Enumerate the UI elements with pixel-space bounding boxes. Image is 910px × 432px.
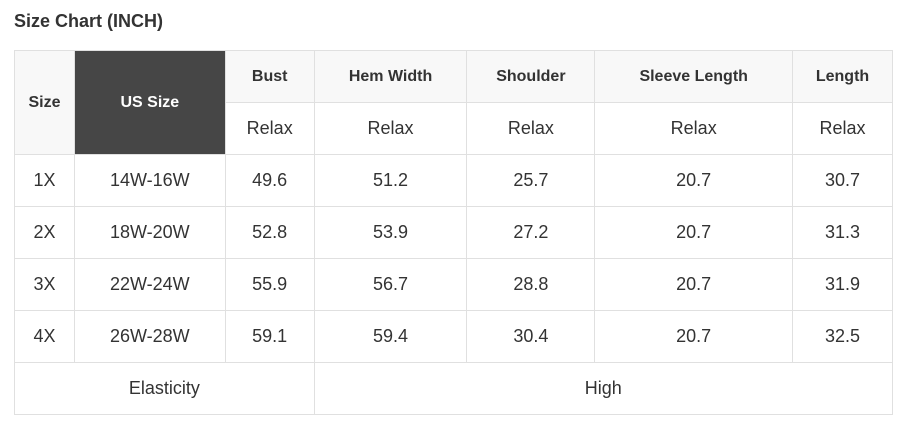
table-cell: 51.2	[313, 154, 468, 207]
table-cell: 3X	[14, 258, 75, 311]
table-cell: 32.5	[792, 310, 893, 363]
table-cell: 25.7	[466, 154, 596, 207]
elasticity-row: Elasticity High	[14, 362, 894, 415]
table-row: 3X 22W-24W 55.9 56.7 28.8 20.7 31.9	[14, 258, 893, 311]
page-title: Size Chart (INCH)	[14, 11, 164, 31]
table-cell: 31.3	[792, 206, 893, 259]
subheader-row: Relax Relax Relax Relax Relax	[15, 102, 893, 155]
header-row: Size US Size Bust Hem Width Shoulder Sle…	[14, 50, 893, 155]
table-cell: 52.8	[224, 206, 315, 259]
table-cell: 20.7	[594, 206, 794, 259]
header-length: Length	[792, 50, 893, 103]
table-cell: 28.8	[466, 258, 596, 311]
subheader-cell: Relax	[224, 102, 315, 155]
table-cell: 20.7	[594, 258, 794, 311]
header-size: Size	[14, 50, 75, 155]
header-bust: Bust	[224, 50, 315, 103]
table-cell: 27.2	[466, 206, 596, 259]
table-cell: 59.4	[313, 310, 468, 363]
elasticity-value: High	[313, 362, 894, 415]
table-cell: 2X	[14, 206, 75, 259]
table-cell: 56.7	[313, 258, 468, 311]
table-cell: 20.7	[594, 310, 794, 363]
table-cell: 30.4	[466, 310, 596, 363]
subheader-cell: Relax	[313, 102, 468, 155]
table-cell: 55.9	[224, 258, 315, 311]
table-cell: 31.9	[792, 258, 893, 311]
table-cell: 53.9	[313, 206, 468, 259]
subheader-cell: Relax	[466, 102, 596, 155]
elasticity-label: Elasticity	[14, 362, 315, 415]
header-hem-width: Hem Width	[313, 50, 468, 103]
table-cell: 30.7	[792, 154, 893, 207]
table-row: 1X 14W-16W 49.6 51.2 25.7 20.7 30.7	[14, 154, 893, 207]
subheader-cell: Relax	[594, 102, 794, 155]
table-cell: 4X	[14, 310, 75, 363]
subheader-cell: Relax	[792, 102, 893, 155]
table-cell: 49.6	[224, 154, 315, 207]
table-cell: 18W-20W	[73, 206, 226, 259]
header-us-size: US Size	[73, 50, 226, 155]
table-cell: 20.7	[594, 154, 794, 207]
table-row: 4X 26W-28W 59.1 59.4 30.4 20.7 32.5	[14, 310, 893, 363]
header-sleeve-length: Sleeve Length	[594, 50, 794, 103]
size-chart-table: Size US Size Bust Hem Width Shoulder Sle…	[14, 50, 894, 415]
table-cell: 59.1	[224, 310, 315, 363]
table-cell: 14W-16W	[73, 154, 226, 207]
table-cell: 26W-28W	[73, 310, 226, 363]
table-cell: 22W-24W	[73, 258, 226, 311]
header-shoulder: Shoulder	[466, 50, 596, 103]
table-row: 2X 18W-20W 52.8 53.9 27.2 20.7 31.3	[14, 206, 893, 259]
table-cell: 1X	[14, 154, 75, 207]
